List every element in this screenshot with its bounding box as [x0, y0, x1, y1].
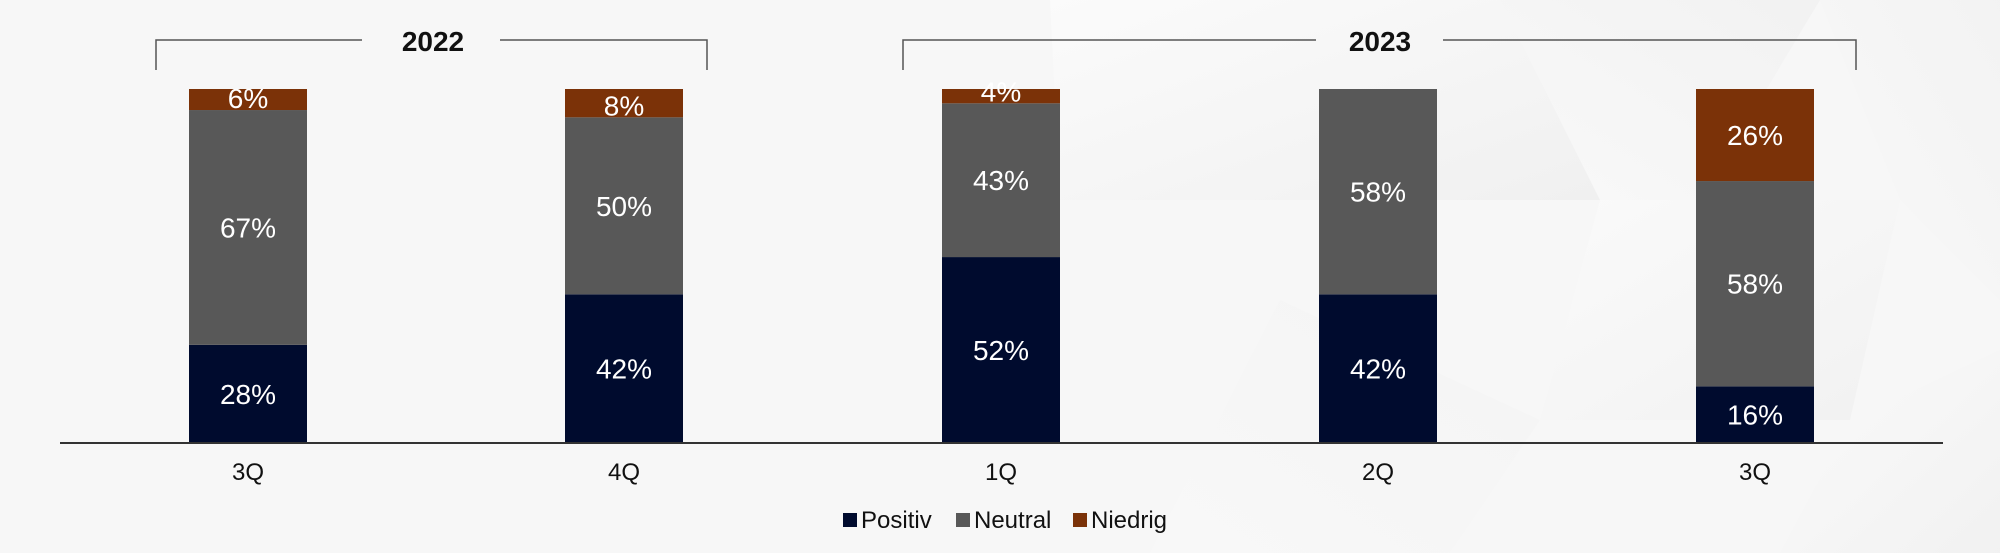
bar-niedrig-1 [189, 89, 307, 111]
background-decoration [1050, 0, 2000, 553]
data-label-niedrig-5: 26% [1727, 120, 1783, 151]
year-label-2022: 2022 [402, 26, 464, 57]
bracket-2022-left [155, 39, 362, 70]
data-label-positiv-5: 16% [1727, 400, 1783, 431]
bar-niedrig-5 [1696, 89, 1814, 182]
legend: Positiv Neutral Niedrig [843, 507, 1167, 534]
legend-swatch-positiv [843, 513, 857, 527]
data-label-positiv-4: 42% [1350, 354, 1406, 385]
year-label-2023: 2023 [1349, 26, 1411, 57]
x-tick-label-4: 2Q [1362, 459, 1394, 486]
legend-swatch-niedrig [1073, 513, 1087, 527]
bars: 28% 67% 6% 42% 50% 8% 52% 43% 4% 42% 58% 16% 58% 26% [189, 76, 1814, 443]
x-tick-label-3: 1Q [985, 459, 1017, 486]
x-axis: 3Q 4Q 1Q 2Q 3Q [60, 442, 1943, 486]
x-tick-label-1: 3Q [232, 459, 264, 486]
legend-label-niedrig: Niedrig [1091, 507, 1167, 534]
data-label-neutral-5: 58% [1727, 269, 1783, 300]
bar-positiv-5 [1696, 386, 1814, 443]
bar-niedrig-3 [942, 89, 1060, 104]
bar-positiv-2 [565, 294, 683, 443]
bracket-2023-left [902, 39, 1316, 70]
data-label-niedrig-1: 6% [228, 83, 268, 114]
data-label-niedrig-2: 8% [604, 90, 644, 121]
bar-neutral-4 [1319, 89, 1437, 295]
year-brackets: 2022 2023 [155, 26, 1857, 70]
x-tick-label-2: 4Q [608, 459, 640, 486]
bar-neutral-2 [565, 117, 683, 295]
data-label-neutral-3: 43% [973, 165, 1029, 196]
data-label-neutral-1: 67% [220, 212, 276, 243]
bar-positiv-1 [189, 344, 307, 443]
bar-positiv-3 [942, 257, 1060, 443]
bracket-2022-right [500, 39, 708, 70]
x-tick-label-5: 3Q [1739, 459, 1771, 486]
data-label-positiv-1: 28% [220, 379, 276, 410]
bar-niedrig-2 [565, 89, 683, 118]
data-label-neutral-4: 58% [1350, 177, 1406, 208]
data-label-positiv-2: 42% [596, 354, 652, 385]
bar-neutral-5 [1696, 181, 1814, 387]
legend-label-positiv: Positiv [861, 507, 932, 534]
bar-neutral-3 [942, 103, 1060, 258]
legend-swatch-neutral [956, 513, 970, 527]
data-label-positiv-3: 52% [973, 335, 1029, 366]
bracket-2023-right [1443, 39, 1857, 70]
bar-positiv-4 [1319, 294, 1437, 443]
data-label-niedrig-3: 4% [981, 76, 1021, 107]
data-label-neutral-2: 50% [596, 191, 652, 222]
legend-label-neutral: Neutral [974, 507, 1051, 534]
bar-neutral-1 [189, 110, 307, 345]
